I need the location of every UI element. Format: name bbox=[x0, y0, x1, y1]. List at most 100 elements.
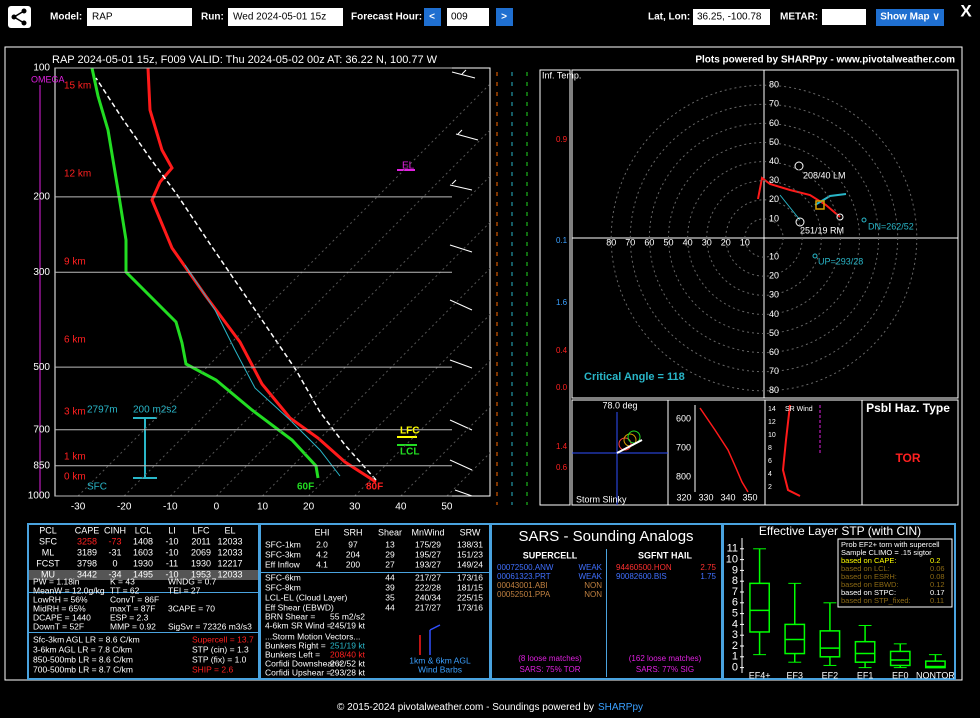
thermo-cell: -34 bbox=[108, 569, 121, 579]
motion-name: Corfidi Upshear = bbox=[265, 667, 331, 677]
rm-label: 251/19 RM bbox=[800, 225, 844, 235]
hodo-traces bbox=[572, 70, 958, 398]
srwind-tick: 2 bbox=[768, 484, 772, 491]
footer-link[interactable]: SHARPpy bbox=[598, 702, 643, 713]
hodo-ring bbox=[706, 180, 822, 296]
stp-category: EF0 bbox=[892, 670, 909, 680]
thermo-cell: MU bbox=[41, 569, 55, 579]
stp-legend-text: based on CAPE: bbox=[841, 556, 896, 565]
dn-label: DN=262/52 bbox=[868, 221, 914, 231]
srwind-tick: 8 bbox=[768, 445, 772, 452]
theta-tick: 330 bbox=[698, 492, 713, 502]
srwind-tick: 4 bbox=[768, 471, 772, 478]
hodo-tick-label: 60 bbox=[769, 347, 779, 357]
pressure-tick-label: 700 bbox=[33, 424, 50, 435]
hodo-tick-label: 80 bbox=[769, 385, 779, 395]
close-button[interactable]: X bbox=[960, 1, 972, 20]
hodograph-frame bbox=[571, 69, 959, 399]
motion-value: 262/52 kt bbox=[330, 658, 366, 668]
kin-header: EHI bbox=[314, 527, 329, 537]
label: Run: bbox=[201, 12, 224, 23]
kin-cell: 35 bbox=[385, 592, 395, 602]
thermo-cell: 3189 bbox=[77, 547, 97, 557]
model-select[interactable] bbox=[87, 8, 192, 26]
hodo-ring bbox=[648, 122, 880, 354]
isotherm bbox=[262, 267, 490, 496]
motion-value: 208/40 kt bbox=[330, 649, 366, 659]
divider bbox=[29, 592, 258, 593]
kin-row-name: Eff Shear (EBWD) bbox=[265, 602, 334, 612]
next-button[interactable] bbox=[496, 8, 513, 26]
stp-frame bbox=[722, 523, 956, 680]
stp-legend-text: based on LCL: bbox=[841, 564, 890, 573]
hodo-tick-label: 20 bbox=[769, 271, 779, 281]
stp-legend-text: based on EBWD: bbox=[841, 580, 899, 589]
divider bbox=[606, 549, 607, 677]
next-label: > bbox=[501, 12, 507, 23]
kin-header: SRW bbox=[460, 527, 481, 537]
show-map-label: Show Map ∨ bbox=[880, 12, 940, 23]
thermo-index: K = 43 bbox=[110, 576, 135, 586]
hodo-tick-label: 10 bbox=[769, 213, 779, 223]
prev-label: < bbox=[429, 12, 435, 23]
kin-cell: 4.1 bbox=[316, 559, 328, 569]
footer: © 2015-2024 pivotalweather.com - Soundin… bbox=[337, 702, 643, 713]
hodo-tick-label: 30 bbox=[769, 290, 779, 300]
hodo-tick-label: 80 bbox=[769, 80, 779, 90]
hour-select[interactable] bbox=[447, 8, 489, 26]
thermo-cell: 12033 bbox=[217, 536, 242, 546]
sars-match: 00061323.PRT bbox=[497, 572, 551, 581]
omega-label: OMEGA bbox=[31, 74, 65, 84]
hodo-tick-label: 20 bbox=[721, 237, 731, 247]
stp-legend-text: based on STP_fixed: bbox=[841, 596, 911, 605]
thermo-cell: 2069 bbox=[191, 547, 211, 557]
mu-highlight bbox=[29, 570, 258, 580]
sars-pct: SARS: 75% TOR bbox=[519, 665, 580, 674]
thermo-header: LFC bbox=[192, 525, 210, 535]
thermo-cell: 1603 bbox=[133, 547, 153, 557]
latlon-input[interactable] bbox=[693, 9, 770, 25]
hodo-tick-label: 50 bbox=[769, 137, 779, 147]
label: Lat, Lon: bbox=[648, 12, 690, 23]
isotherm bbox=[354, 360, 490, 496]
hodo-tick-label: 40 bbox=[769, 156, 779, 166]
pressure-tick-label: 300 bbox=[33, 267, 50, 278]
metar-input[interactable] bbox=[822, 9, 866, 25]
sars-match: 00072500.ANW bbox=[497, 563, 554, 572]
kin-cell: 44 bbox=[385, 602, 395, 612]
hazard-title: Psbl Haz. Type bbox=[866, 401, 950, 415]
show-map-button[interactable] bbox=[876, 9, 944, 26]
stp-legend-text: Sample CLIMO = .15 sigtor bbox=[841, 548, 932, 557]
thermo-cell: 12033 bbox=[217, 569, 242, 579]
model-value: RAP bbox=[92, 12, 113, 23]
share-icon[interactable] bbox=[8, 6, 31, 28]
temp-tick-label: 30 bbox=[349, 502, 361, 513]
thermo-cell: -31 bbox=[108, 547, 121, 557]
stp-tick-label: 5 bbox=[732, 608, 738, 620]
pressure-tick-label: 850 bbox=[33, 460, 50, 471]
temperature-trace bbox=[146, 68, 377, 484]
sars-pct: SARS: 77% SIG bbox=[636, 665, 694, 674]
height-label: 9 km bbox=[64, 257, 86, 268]
kin-extra-value: 245/19 kt bbox=[330, 620, 366, 630]
stp-tick-label: 4 bbox=[732, 618, 738, 630]
parcel-trace bbox=[95, 77, 377, 481]
prev-button[interactable] bbox=[424, 8, 441, 26]
kin-cell: 39 bbox=[385, 582, 395, 592]
lapse-rate: Sfc-3km AGL LR = 8.6 C/km bbox=[33, 634, 140, 644]
inferred-value: 0.6 bbox=[556, 463, 568, 472]
kin-cell: 181/15 bbox=[457, 582, 483, 592]
kin-row-name: SFC-6km bbox=[265, 572, 301, 582]
hodo-ring bbox=[744, 218, 784, 258]
run-select[interactable] bbox=[228, 8, 343, 26]
thermo-index: maxT = 87F bbox=[110, 603, 155, 613]
inferred-frame bbox=[539, 69, 571, 506]
barb-inset bbox=[419, 624, 441, 655]
eff-srh-label: 200 m2s2 bbox=[133, 405, 177, 416]
motion-name: Corfidi Downshear = bbox=[265, 658, 342, 668]
theta-tick: 350 bbox=[742, 492, 757, 502]
motion-name: Bunkers Left = bbox=[265, 649, 320, 659]
sounding-title: RAP 2024-05-01 15z, F009 VALID: Thu 2024… bbox=[52, 54, 438, 66]
stp-legend-text: 0.08 bbox=[930, 572, 945, 581]
motion-title: ...Storm Motion Vectors... bbox=[265, 631, 360, 641]
